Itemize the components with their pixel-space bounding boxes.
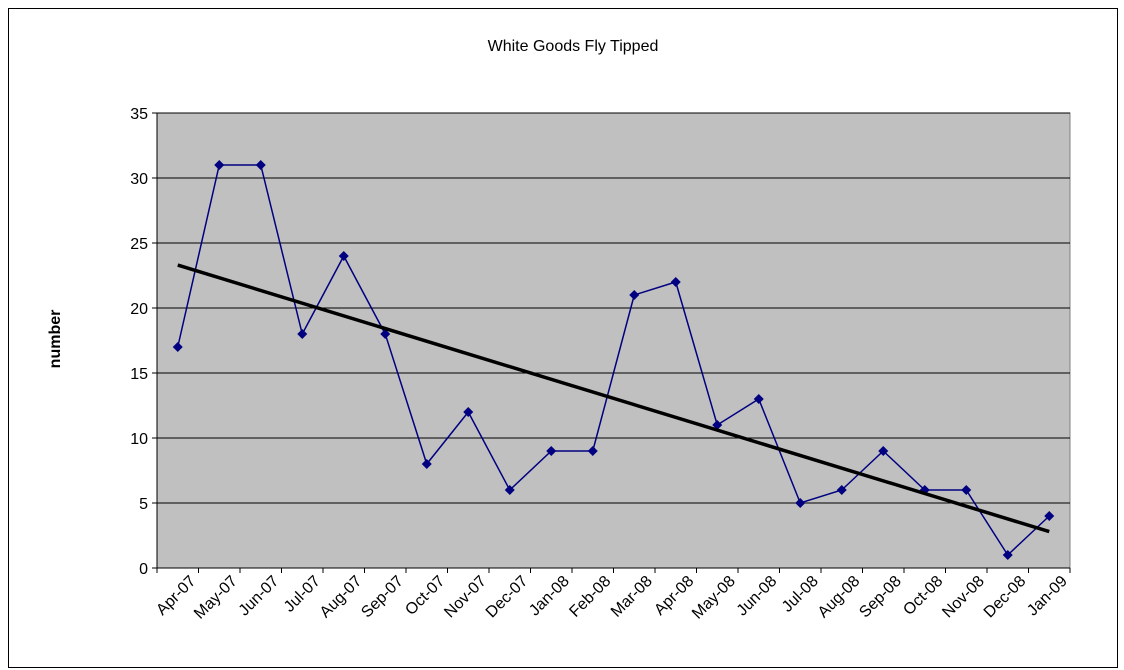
y-axis-label: number bbox=[47, 310, 64, 369]
x-tick-label: May-07 bbox=[191, 573, 241, 623]
data-point bbox=[504, 485, 515, 495]
data-point bbox=[297, 329, 308, 339]
series-line bbox=[177, 164, 1050, 557]
axes bbox=[152, 112, 1071, 573]
y-tick-label: 0 bbox=[139, 561, 148, 578]
x-tick-label: Jan-09 bbox=[1024, 573, 1071, 620]
y-tick-label: 25 bbox=[130, 236, 148, 253]
data-point bbox=[753, 394, 764, 404]
data-point bbox=[421, 459, 432, 469]
data-point bbox=[587, 446, 598, 456]
y-tick-label: 5 bbox=[139, 496, 148, 513]
x-tick-label: Oct-08 bbox=[900, 573, 946, 619]
plot-area bbox=[156, 112, 1071, 569]
data-point bbox=[380, 329, 391, 339]
x-tick-label: May-08 bbox=[689, 573, 739, 623]
chart-frame: White Goods Fly Tipped number 0 5 10 15 20 25… bbox=[8, 8, 1118, 668]
data-point bbox=[546, 446, 557, 456]
x-tick-label: Jan-08 bbox=[526, 573, 573, 620]
trendline bbox=[177, 263, 1050, 534]
x-tick-label: Aug-07 bbox=[317, 573, 366, 622]
x-tick-label: Feb-08 bbox=[566, 573, 614, 621]
x-tick-label: Dec-07 bbox=[483, 573, 532, 622]
line-chart: White Goods Fly Tipped number 0 5 10 15 20 25… bbox=[47, 38, 1071, 623]
data-point bbox=[1044, 511, 1055, 521]
data-point bbox=[255, 160, 266, 170]
x-tick-label: Sep-08 bbox=[856, 573, 905, 622]
data-point bbox=[961, 485, 972, 495]
x-tick-labels: Apr-07May-07Jun-07Jul-07Aug-07Sep-07Oct-… bbox=[153, 573, 1071, 623]
data-point bbox=[1002, 550, 1013, 560]
x-tick-label: Mar-08 bbox=[608, 573, 656, 621]
data-point bbox=[463, 407, 474, 417]
y-tick-label: 35 bbox=[130, 106, 148, 123]
data-point bbox=[878, 446, 889, 456]
data-point bbox=[214, 160, 225, 170]
y-tick-label: 30 bbox=[130, 171, 148, 188]
y-tick-labels: 0 5 10 15 20 25 30 35 bbox=[130, 106, 148, 578]
x-tick-label: Jun-07 bbox=[236, 573, 283, 620]
x-tick-label: Jun-08 bbox=[734, 573, 781, 620]
x-tick-label: Nov-07 bbox=[441, 573, 490, 622]
y-tick-label: 20 bbox=[130, 301, 148, 318]
x-tick-label: Nov-08 bbox=[939, 573, 988, 622]
y-tick-label: 15 bbox=[130, 366, 148, 383]
data-point bbox=[172, 342, 183, 352]
chart-title: White Goods Fly Tipped bbox=[488, 38, 659, 55]
data-point bbox=[795, 498, 806, 508]
data-point bbox=[836, 485, 847, 495]
x-tick-label: Oct-07 bbox=[402, 573, 448, 619]
trendline-layer bbox=[177, 263, 1050, 534]
data-point bbox=[338, 251, 349, 261]
y-tick-label: 10 bbox=[130, 431, 148, 448]
data-point bbox=[670, 277, 681, 287]
x-tick-label: Aug-08 bbox=[815, 573, 864, 622]
data-point bbox=[629, 290, 640, 300]
x-tick-label: Sep-07 bbox=[358, 573, 407, 622]
x-tick-label: Dec-08 bbox=[981, 573, 1030, 622]
